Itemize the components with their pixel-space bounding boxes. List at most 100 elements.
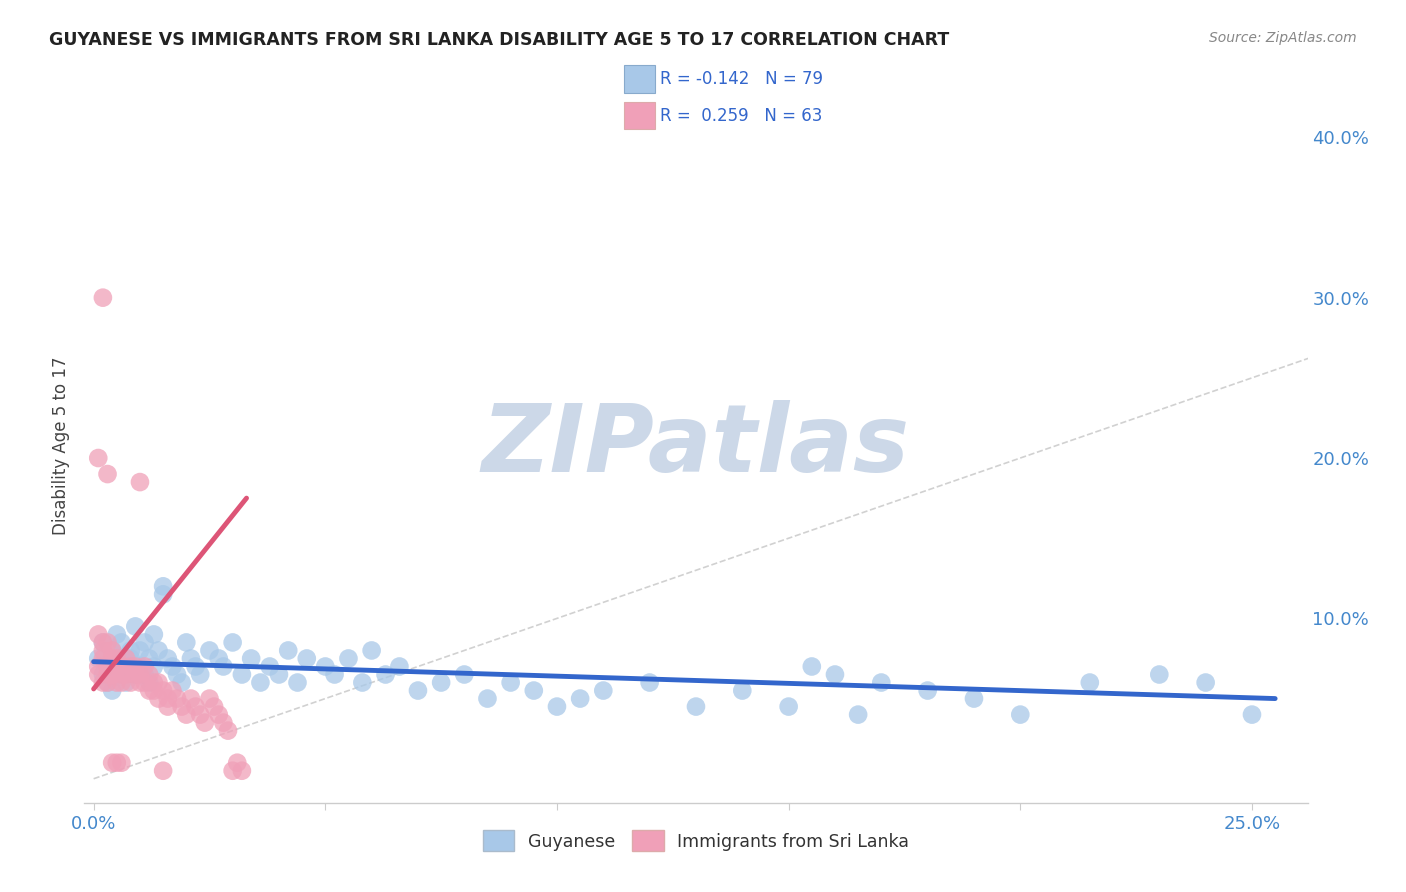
Point <box>129 667 152 681</box>
Point <box>96 659 118 673</box>
Point <box>477 691 499 706</box>
Point <box>138 675 160 690</box>
Point <box>917 683 939 698</box>
Point <box>240 651 263 665</box>
Point <box>156 651 179 665</box>
Point <box>91 651 114 665</box>
Point <box>134 675 156 690</box>
Y-axis label: Disability Age 5 to 17: Disability Age 5 to 17 <box>52 357 70 535</box>
Point <box>129 675 152 690</box>
Point <box>221 635 243 649</box>
Text: GUYANESE VS IMMIGRANTS FROM SRI LANKA DISABILITY AGE 5 TO 17 CORRELATION CHART: GUYANESE VS IMMIGRANTS FROM SRI LANKA DI… <box>49 31 949 49</box>
Point <box>148 691 170 706</box>
Point <box>184 659 207 673</box>
Point <box>685 699 707 714</box>
Point <box>105 651 128 665</box>
Point <box>202 699 225 714</box>
Point <box>115 667 138 681</box>
Point <box>208 707 231 722</box>
Point <box>124 659 146 673</box>
Point <box>406 683 429 698</box>
Point <box>638 675 661 690</box>
Point <box>194 715 217 730</box>
Point <box>212 659 235 673</box>
Point <box>499 675 522 690</box>
Point <box>110 667 132 681</box>
Point <box>129 475 152 489</box>
Point <box>120 651 142 665</box>
Point <box>134 667 156 681</box>
Point <box>91 675 114 690</box>
Point <box>142 627 165 641</box>
Point <box>91 667 114 681</box>
Point <box>1240 707 1263 722</box>
Point <box>138 651 160 665</box>
Point <box>166 691 188 706</box>
Point <box>569 691 592 706</box>
Point <box>1078 675 1101 690</box>
Point <box>287 675 309 690</box>
Point <box>96 659 118 673</box>
Point <box>91 291 114 305</box>
Point <box>212 715 235 730</box>
Point <box>115 675 138 690</box>
Point <box>124 667 146 681</box>
Legend: Guyanese, Immigrants from Sri Lanka: Guyanese, Immigrants from Sri Lanka <box>475 823 917 858</box>
Point <box>142 659 165 673</box>
Point <box>453 667 475 681</box>
Point <box>152 587 174 601</box>
Point <box>105 675 128 690</box>
Point <box>800 659 823 673</box>
Point <box>592 683 614 698</box>
Point <box>134 659 156 673</box>
Point <box>96 675 118 690</box>
Point <box>323 667 346 681</box>
Point <box>226 756 249 770</box>
Point <box>249 675 271 690</box>
Point <box>170 675 193 690</box>
Point <box>87 659 110 673</box>
Point <box>142 675 165 690</box>
Point <box>87 627 110 641</box>
Point <box>731 683 754 698</box>
Point <box>120 659 142 673</box>
Point <box>198 691 221 706</box>
Point <box>110 756 132 770</box>
Point <box>221 764 243 778</box>
Point <box>101 756 124 770</box>
Point <box>101 651 124 665</box>
Point <box>388 659 411 673</box>
FancyBboxPatch shape <box>624 103 655 129</box>
Point <box>1149 667 1171 681</box>
Point <box>162 659 184 673</box>
Point <box>314 659 336 673</box>
Point <box>870 675 893 690</box>
Point <box>101 643 124 657</box>
Point <box>91 643 114 657</box>
Point <box>101 643 124 657</box>
Point <box>101 667 124 681</box>
Point <box>1010 707 1032 722</box>
Point <box>208 651 231 665</box>
Point <box>198 643 221 657</box>
Point <box>337 651 360 665</box>
Point <box>156 699 179 714</box>
Point <box>374 667 396 681</box>
Point <box>115 659 138 673</box>
Point <box>162 683 184 698</box>
Point <box>96 635 118 649</box>
Point <box>1195 675 1218 690</box>
Point <box>134 635 156 649</box>
Point <box>96 467 118 481</box>
Point <box>360 643 382 657</box>
Point <box>96 675 118 690</box>
Point <box>110 659 132 673</box>
Point <box>148 675 170 690</box>
Point <box>110 651 132 665</box>
Point <box>170 699 193 714</box>
Point <box>174 707 197 722</box>
Point <box>180 691 202 706</box>
Point <box>87 450 110 465</box>
Point <box>105 667 128 681</box>
Point <box>91 635 114 649</box>
